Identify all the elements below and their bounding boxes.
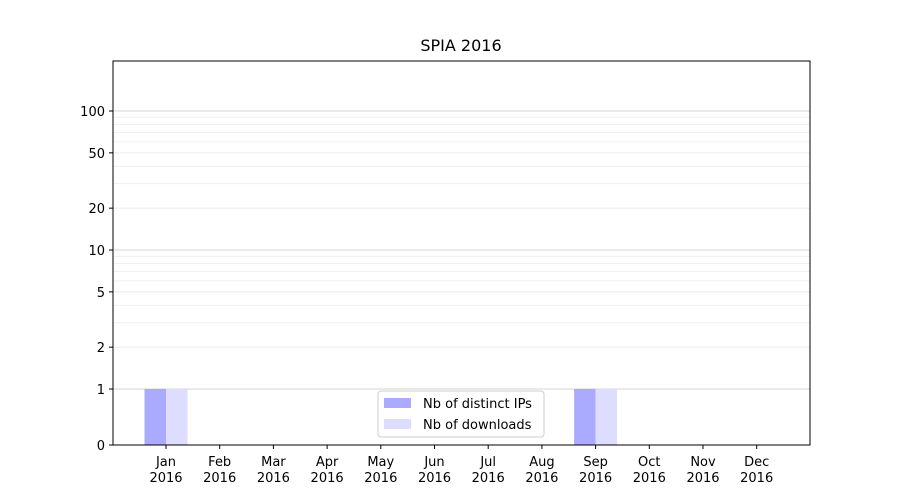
x-tick-label-month: Apr (316, 455, 339, 470)
y-tick-label: 20 (88, 202, 105, 217)
y-tick-label: 2 (97, 341, 105, 356)
bar-distinct-ips (574, 389, 596, 445)
y-tick-label: 10 (88, 244, 105, 259)
y-tick-label: 0 (97, 439, 105, 454)
plot-frame (112, 60, 811, 446)
bar-downloads (166, 389, 188, 445)
x-tick-label-month: Jun (423, 455, 444, 470)
y-tick-label: 5 (97, 286, 105, 301)
x-tick-label-year: 2016 (149, 471, 182, 486)
x-tick-label-month: Jan (155, 455, 176, 470)
x-tick-label-month: Aug (529, 455, 554, 470)
x-tick-label-year: 2016 (686, 471, 719, 486)
x-tick-label-month: May (367, 455, 394, 470)
x-tick-label-month: Mar (261, 455, 286, 470)
x-tick-label-year: 2016 (311, 471, 344, 486)
legend-swatch-downloads (384, 419, 411, 429)
x-tick-label-year: 2016 (472, 471, 505, 486)
bar-downloads (595, 389, 618, 445)
y-axis: 0 1 2 5 10 20 50 100 (80, 105, 113, 454)
x-tick-label-year: 2016 (633, 471, 666, 486)
bars (144, 389, 618, 445)
x-tick-label-month: Sep (583, 455, 608, 470)
y-tick-label: 100 (80, 105, 105, 120)
x-tick-label-year: 2016 (579, 471, 612, 486)
legend-swatch-distinct-ips (384, 398, 411, 408)
y-tick-label: 1 (97, 383, 105, 398)
x-tick-label-year: 2016 (740, 471, 773, 486)
x-tick-label-month: Dec (744, 455, 769, 470)
x-axis: Jan2016Feb2016Mar2016Apr2016May2016Jun20… (149, 445, 773, 486)
legend-label-downloads: Nb of downloads (423, 418, 532, 433)
x-tick-label-month: Nov (690, 455, 716, 470)
x-tick-label-year: 2016 (525, 471, 558, 486)
y-tick-label: 50 (88, 147, 105, 162)
x-tick-label-month: Oct (638, 455, 660, 470)
x-tick-label-month: Jul (479, 455, 496, 470)
x-tick-label-year: 2016 (364, 471, 397, 486)
legend: Nb of distinct IPs Nb of downloads (377, 390, 545, 438)
chart-title: SPIA 2016 (420, 36, 501, 55)
bar-distinct-ips (144, 389, 166, 445)
legend-frame (377, 390, 545, 438)
grid-lines (113, 110, 810, 390)
x-tick-label-year: 2016 (418, 471, 451, 486)
x-tick-label-year: 2016 (203, 471, 236, 486)
legend-label-distinct-ips: Nb of distinct IPs (423, 397, 532, 412)
x-tick-label-year: 2016 (257, 471, 290, 486)
x-tick-label-month: Feb (208, 455, 231, 470)
